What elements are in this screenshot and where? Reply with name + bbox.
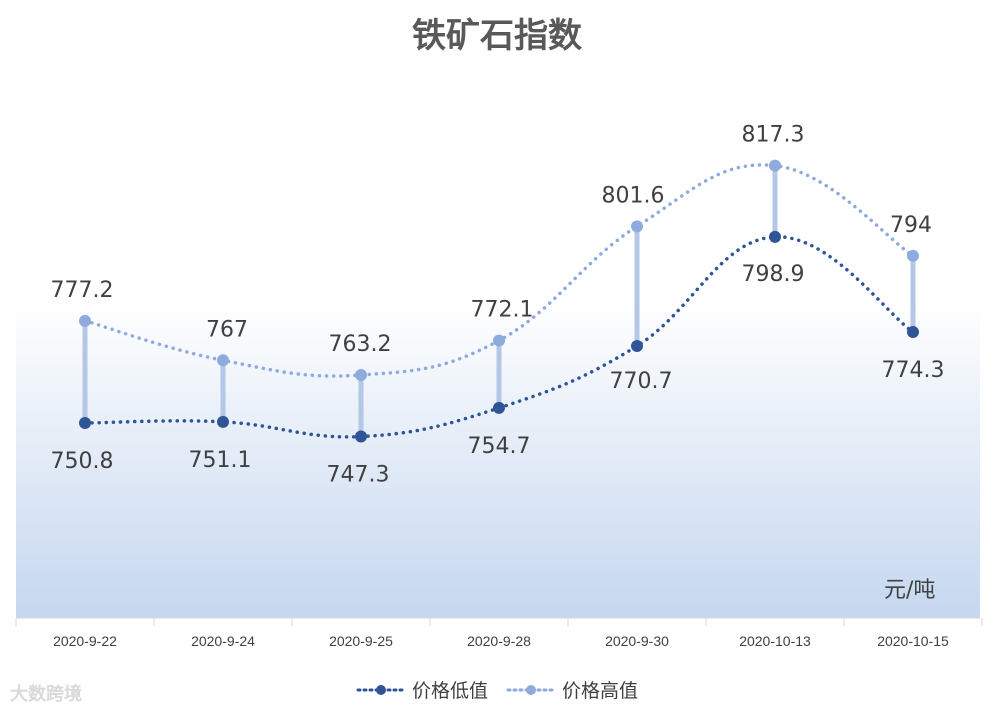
data-point-high[interactable] bbox=[493, 334, 505, 347]
data-label-high: 777.2 bbox=[51, 278, 114, 303]
legend-item-low[interactable]: 价格低值 bbox=[356, 676, 488, 703]
data-point-low[interactable] bbox=[631, 339, 643, 352]
legend-label-high: 价格高值 bbox=[562, 680, 639, 702]
x-tick-label: 2020-9-22 bbox=[53, 633, 117, 649]
legend-item-high[interactable]: 价格高值 bbox=[506, 676, 638, 703]
data-point-high[interactable] bbox=[769, 159, 781, 172]
unit-label: 元/吨 bbox=[884, 578, 936, 603]
data-label-high: 767 bbox=[206, 317, 248, 342]
data-point-high[interactable] bbox=[907, 249, 919, 262]
data-label-low: 770.7 bbox=[610, 369, 673, 394]
data-point-high[interactable] bbox=[355, 369, 367, 382]
x-tick-label: 2020-9-30 bbox=[605, 633, 669, 649]
data-point-low[interactable] bbox=[493, 401, 505, 414]
legend: 价格低值 价格高值 bbox=[0, 676, 994, 703]
legend-label-low: 价格低值 bbox=[411, 680, 488, 702]
data-label-high: 794 bbox=[890, 213, 932, 238]
data-label-low: 798.9 bbox=[742, 262, 805, 287]
watermark: 大数跨境 bbox=[10, 684, 82, 705]
data-point-low[interactable] bbox=[769, 230, 781, 243]
data-label-low: 747.3 bbox=[327, 463, 390, 488]
data-point-low[interactable] bbox=[355, 430, 367, 443]
chart-title: 铁矿石指数 bbox=[412, 16, 582, 56]
legend-swatch-high bbox=[506, 684, 556, 695]
data-label-high: 801.6 bbox=[602, 183, 665, 208]
data-point-low[interactable] bbox=[907, 326, 919, 339]
x-tick-label: 2020-9-28 bbox=[467, 633, 531, 649]
data-label-low: 751.1 bbox=[189, 448, 252, 473]
data-label-high: 772.1 bbox=[471, 298, 534, 323]
x-tick-label: 2020-9-25 bbox=[329, 633, 393, 649]
data-point-low[interactable] bbox=[217, 415, 229, 428]
x-tick-label: 2020-10-15 bbox=[877, 633, 949, 649]
data-label-low: 750.8 bbox=[51, 449, 114, 474]
data-label-high: 817.3 bbox=[742, 123, 805, 148]
data-point-high[interactable] bbox=[79, 314, 91, 327]
data-label-low: 754.7 bbox=[468, 434, 531, 459]
data-point-high[interactable] bbox=[631, 220, 643, 233]
x-tick-label: 2020-10-13 bbox=[739, 633, 811, 649]
legend-swatch-low bbox=[356, 684, 406, 695]
x-tick-label: 2020-9-24 bbox=[191, 633, 255, 649]
data-label-high: 763.2 bbox=[329, 332, 392, 357]
data-point-high[interactable] bbox=[217, 354, 229, 367]
data-point-low[interactable] bbox=[79, 417, 91, 429]
data-label-low: 774.3 bbox=[882, 358, 945, 383]
